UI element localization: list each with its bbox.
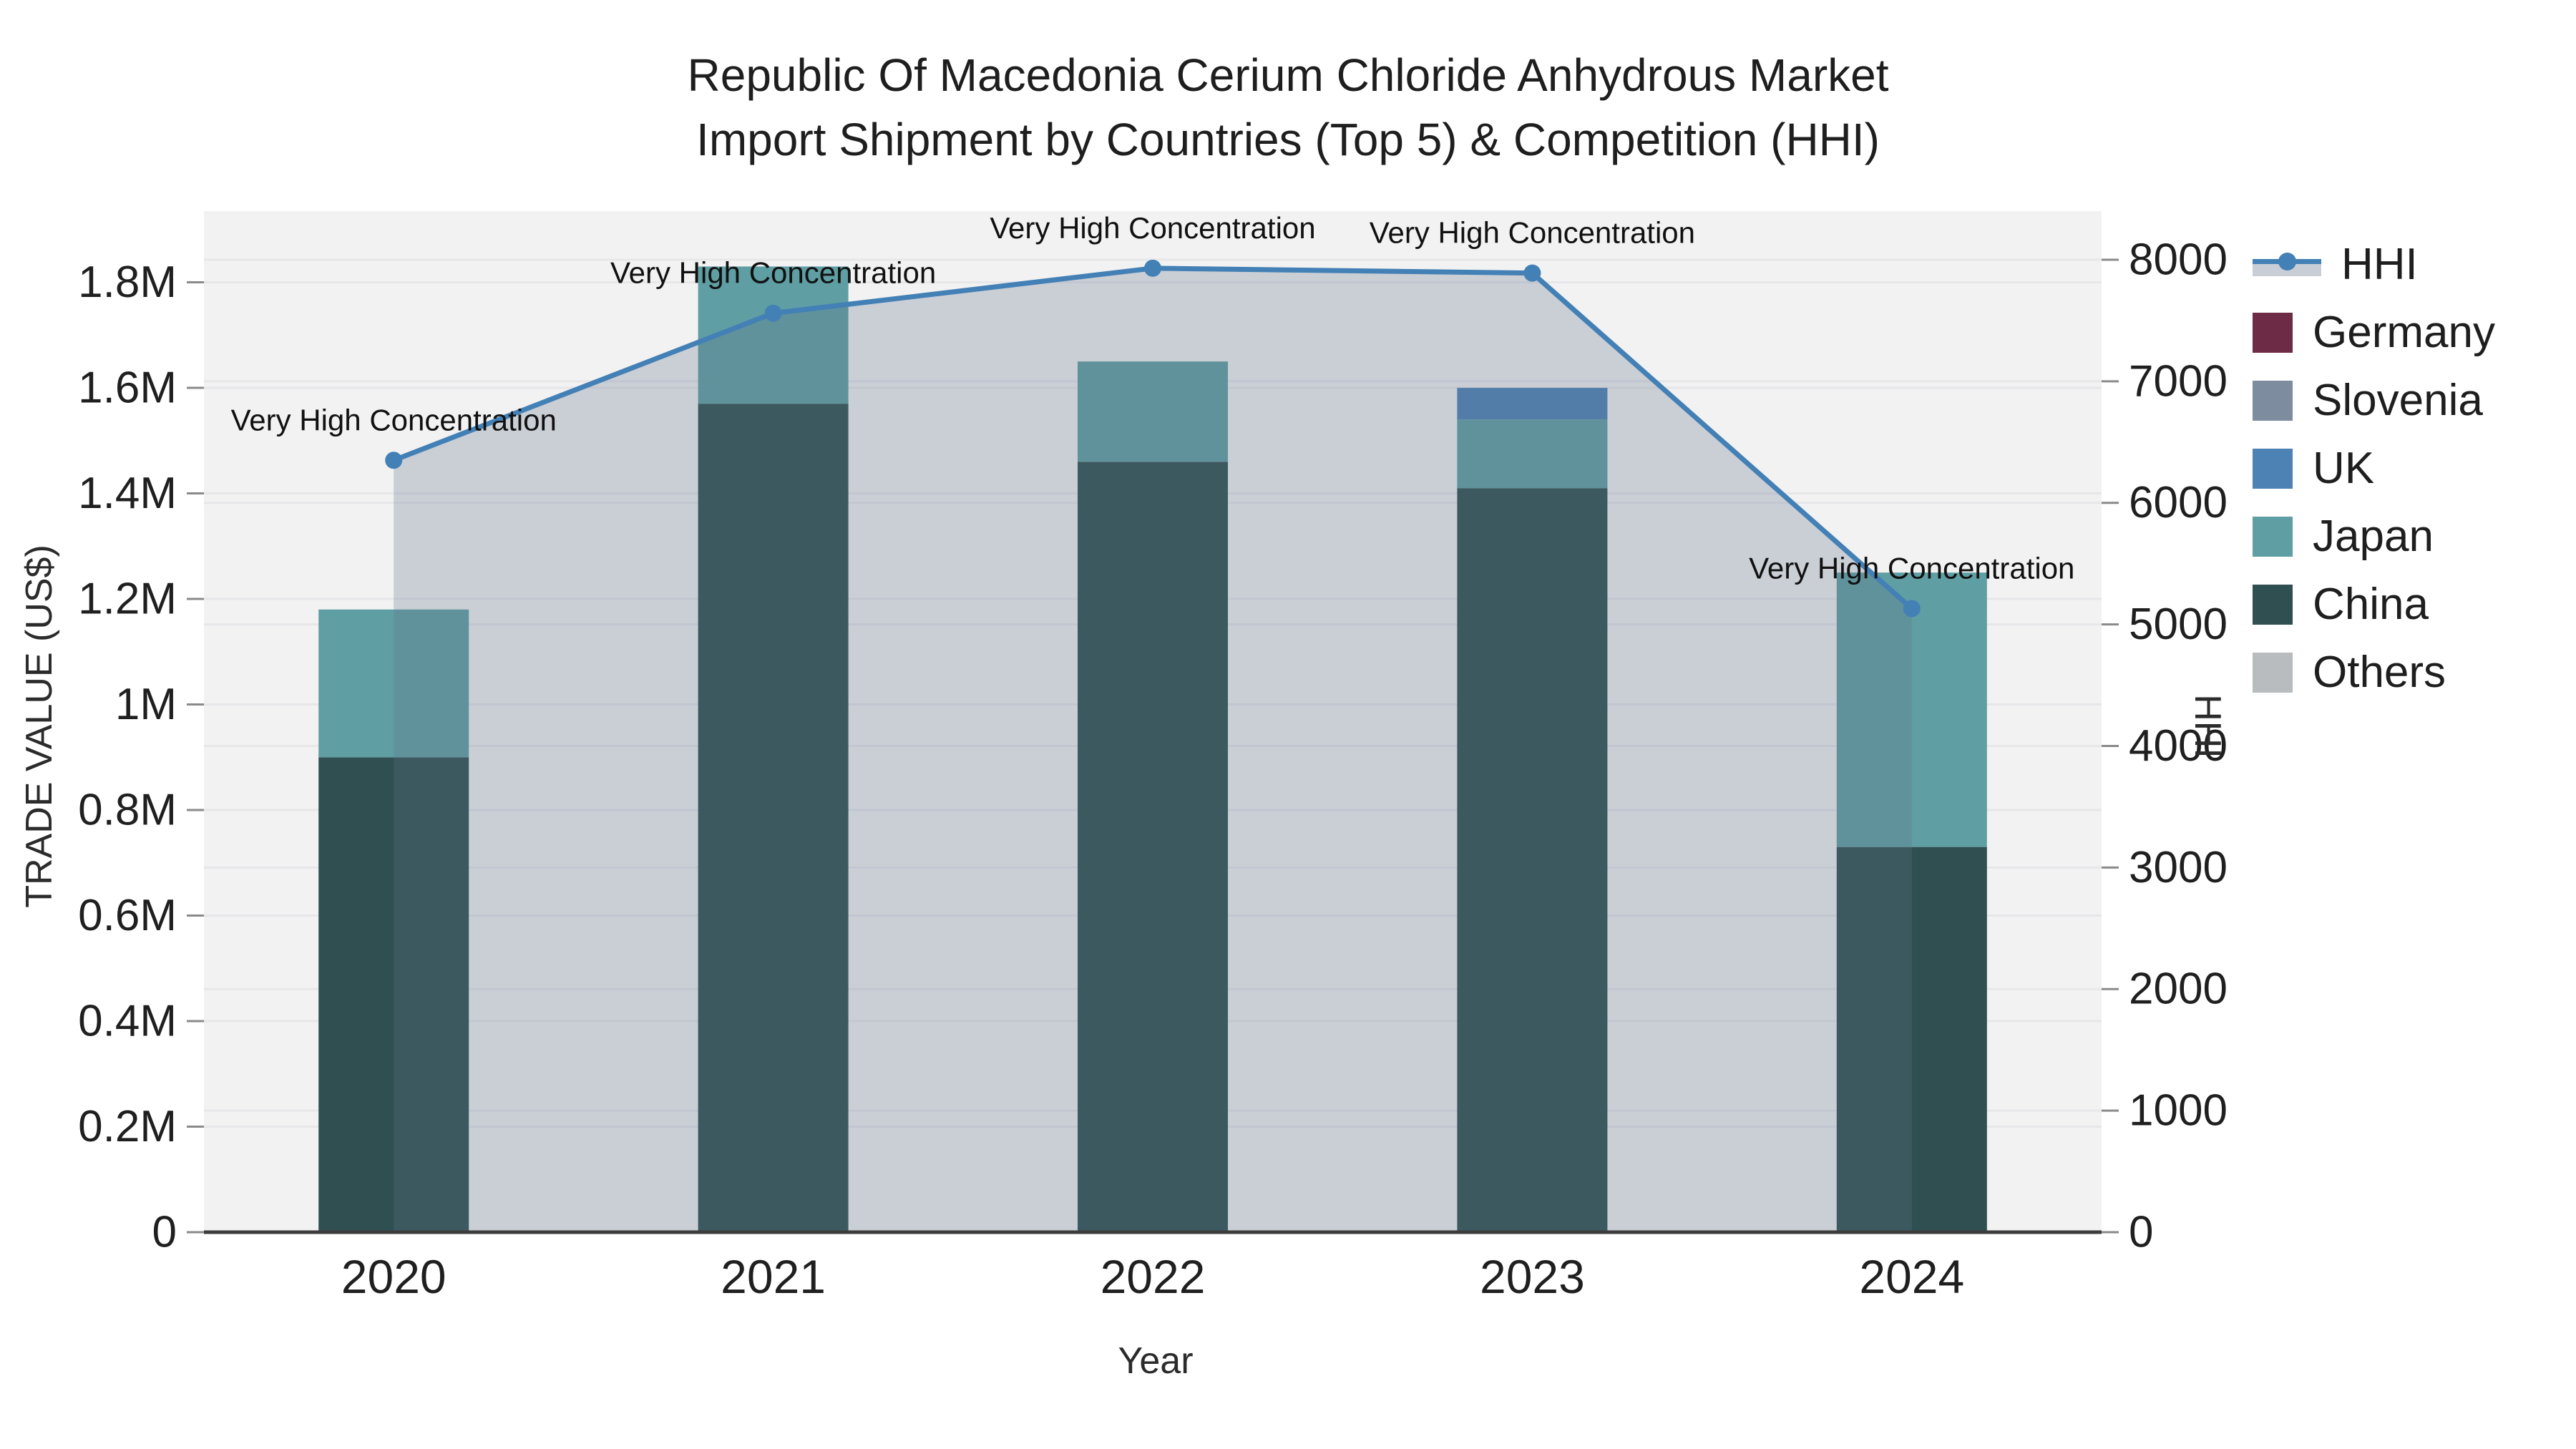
bar-segment-uk-2023[interactable] bbox=[1457, 388, 1608, 420]
x-tick-label: 2024 bbox=[1859, 1250, 1964, 1303]
y-axis-title-left: TRADE VALUE (US$) bbox=[19, 545, 60, 908]
legend-item-china[interactable]: China bbox=[2253, 570, 2495, 638]
y-right-tick-label: 0 bbox=[2129, 1208, 2153, 1257]
x-tick-label: 2022 bbox=[1101, 1250, 1206, 1303]
y-left-tick-label: 1.8M bbox=[78, 258, 177, 307]
legend-item-japan[interactable]: Japan bbox=[2253, 502, 2495, 570]
y-right-tick-label: 4000 bbox=[2129, 721, 2228, 771]
legend-item-uk[interactable]: UK bbox=[2253, 434, 2495, 502]
x-tick-label: 2021 bbox=[721, 1250, 826, 1303]
legend: HHI Germany Slovenia UK Japan China Others bbox=[2253, 230, 2495, 706]
hhi-point-2022[interactable] bbox=[1144, 259, 1161, 277]
bar-segment-china-2024[interactable] bbox=[1836, 847, 1987, 1232]
y-right-tick-label: 6000 bbox=[2129, 478, 2228, 527]
bar-segment-china-2023[interactable] bbox=[1457, 488, 1608, 1232]
legend-swatch-germany bbox=[2253, 312, 2293, 353]
bar-segment-china-2021[interactable] bbox=[698, 404, 849, 1232]
y-left-tick-label: 1.4M bbox=[78, 469, 177, 518]
y-right-tick-label: 1000 bbox=[2129, 1086, 2228, 1136]
bar-segment-japan-2023[interactable] bbox=[1457, 419, 1608, 489]
y-left-tick-label: 1.6M bbox=[78, 364, 177, 413]
chart-title-line2: Import Shipment by Countries (Top 5) & C… bbox=[696, 114, 1880, 165]
hhi-point-2020[interactable] bbox=[385, 452, 403, 469]
annotation: Very High Concentration bbox=[610, 256, 936, 290]
legend-swatch-uk bbox=[2253, 448, 2293, 489]
y-left-tick-label: 0.4M bbox=[78, 997, 177, 1046]
legend-label: China bbox=[2313, 580, 2429, 629]
y-left-tick-label: 0 bbox=[152, 1208, 177, 1257]
y-right-tick-label: 2000 bbox=[2129, 965, 2228, 1014]
bar-segment-china-2022[interactable] bbox=[1078, 462, 1228, 1233]
annotation: Very High Concentration bbox=[1370, 216, 1695, 250]
bar-segment-japan-2024[interactable] bbox=[1836, 572, 1987, 847]
hhi-point-2024[interactable] bbox=[1903, 600, 1921, 618]
y-right-tick-label: 8000 bbox=[2129, 235, 2228, 284]
bar-segment-japan-2020[interactable] bbox=[318, 609, 469, 758]
hhi-point-2023[interactable] bbox=[1523, 264, 1541, 282]
y-left-tick-label: 0.6M bbox=[78, 891, 177, 940]
bar-segment-japan-2022[interactable] bbox=[1078, 361, 1228, 462]
legend-label: Japan bbox=[2313, 512, 2434, 561]
annotation: Very High Concentration bbox=[990, 211, 1315, 245]
y-left-tick-label: 0.2M bbox=[78, 1102, 177, 1151]
bar-segment-china-2020[interactable] bbox=[318, 757, 469, 1232]
chart-title-line1: Republic Of Macedonia Cerium Chloride An… bbox=[687, 49, 1889, 101]
legend-line-sample-icon bbox=[2253, 245, 2321, 285]
annotation: Very High Concentration bbox=[1749, 552, 2074, 585]
y-left-tick-label: 1M bbox=[115, 680, 177, 729]
y-axis-title-right: HHI bbox=[2187, 694, 2228, 758]
y-right-tick-label: 3000 bbox=[2129, 843, 2228, 892]
legend-swatch-japan bbox=[2253, 516, 2293, 557]
legend-label: Germany bbox=[2313, 308, 2495, 357]
legend-item-hhi[interactable]: HHI bbox=[2253, 230, 2495, 298]
y-left-tick-label: 1.2M bbox=[78, 575, 177, 624]
x-tick-label: 2023 bbox=[1480, 1250, 1585, 1303]
y-right-tick-label: 5000 bbox=[2129, 600, 2228, 649]
legend-label: UK bbox=[2313, 444, 2375, 493]
x-axis-title: Year bbox=[1118, 1340, 1194, 1382]
legend-item-germany[interactable]: Germany bbox=[2253, 298, 2495, 366]
legend-label: Others bbox=[2313, 648, 2446, 697]
legend-swatch-china bbox=[2253, 584, 2293, 625]
x-tick-label: 2020 bbox=[341, 1250, 447, 1303]
y-left-tick-label: 0.8M bbox=[78, 786, 177, 835]
hhi-point-2021[interactable] bbox=[764, 304, 782, 322]
hhi-area-fill bbox=[394, 268, 1912, 1233]
legend-item-others[interactable]: Others bbox=[2253, 638, 2495, 706]
annotation: Very High Concentration bbox=[231, 403, 557, 436]
legend-swatch-others bbox=[2253, 652, 2293, 693]
legend-swatch-slovenia bbox=[2253, 380, 2293, 421]
legend-label: HHI bbox=[2341, 240, 2418, 289]
legend-item-slovenia[interactable]: Slovenia bbox=[2253, 366, 2495, 434]
legend-label: Slovenia bbox=[2313, 376, 2483, 425]
y-right-tick-label: 7000 bbox=[2129, 356, 2228, 406]
